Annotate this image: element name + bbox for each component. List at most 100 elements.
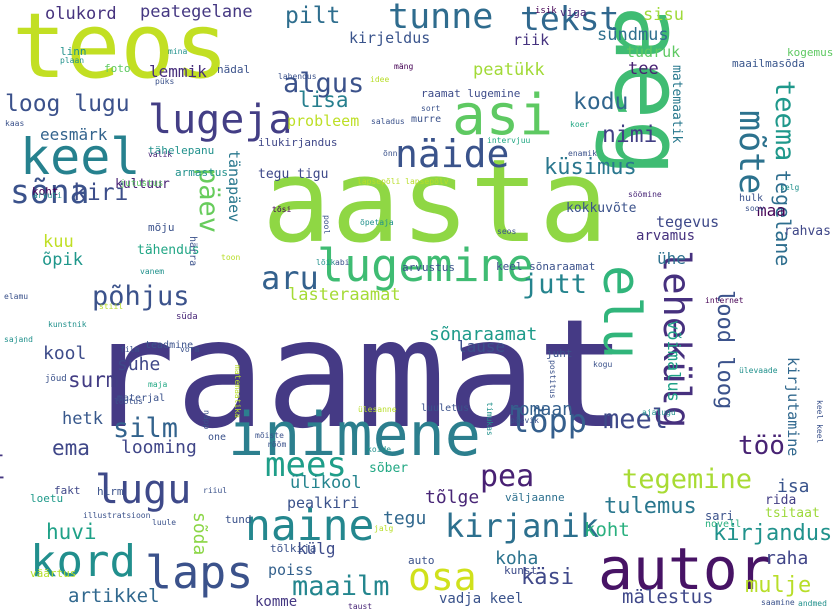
cloud-word: enamik — [568, 149, 597, 158]
cloud-word: juht — [546, 347, 573, 360]
cloud-word: loetu — [30, 492, 64, 505]
cloud-word: seos — [497, 227, 517, 236]
cloud-word: autor — [598, 535, 773, 603]
cloud-word: jalg — [374, 524, 394, 533]
cloud-word: kodu — [573, 89, 629, 115]
cloud-word: mulje — [745, 573, 812, 598]
cloud-word: maailmasõda — [732, 57, 805, 70]
cloud-word: sõnaraamat — [429, 324, 538, 345]
cloud-word: riiul — [203, 486, 228, 495]
cloud-word: lasteraamat — [288, 285, 401, 305]
cloud-word: tulemus — [604, 494, 697, 519]
cloud-word: pea — [480, 459, 535, 494]
cloud-word: tegevus — [656, 213, 720, 231]
cloud-word: riik — [513, 31, 550, 49]
cloud-word: inimene — [228, 400, 481, 470]
cloud-word: maja — [148, 380, 168, 389]
cloud-word: probleem — [287, 112, 360, 130]
cloud-word: kirjandus — [713, 521, 833, 546]
cloud-word: saladus — [371, 117, 405, 126]
cloud-word: ema — [52, 436, 90, 460]
cloud-word: mõju — [148, 221, 175, 234]
cloud-word: lahendus — [278, 72, 317, 81]
cloud-word: tekst — [520, 0, 620, 38]
cloud-word: hetk — [62, 409, 103, 429]
cloud-word: ilukirjandus — [258, 136, 338, 149]
cloud-word: kunst — [504, 564, 538, 577]
cloud-word: selg — [780, 183, 800, 192]
cloud-word: murre — [411, 114, 442, 125]
cloud-word: näpp — [202, 410, 211, 430]
cloud-word: lause — [457, 337, 506, 356]
cloud-word: aru — [261, 259, 319, 297]
cloud-word: illustratsioon — [83, 511, 151, 520]
cloud-word: hirm — [97, 485, 124, 498]
cloud-word: pilt — [285, 3, 341, 29]
cloud-word: sõna — [10, 172, 90, 211]
cloud-word: elu — [591, 265, 651, 359]
cloud-word: nädal — [217, 63, 251, 76]
cloud-word: soov — [745, 204, 765, 213]
cloud-word: näide — [395, 132, 510, 176]
cloud-word: mõiste — [255, 431, 284, 440]
cloud-word: sündmus — [597, 25, 669, 45]
cloud-word: vorm — [180, 345, 200, 354]
cloud-word: keel keel — [815, 400, 824, 444]
cloud-word: valik — [148, 150, 173, 159]
cloud-word: kiri — [73, 180, 129, 206]
cloud-word: osa — [408, 555, 477, 599]
cloud-word: võimalus — [663, 320, 683, 402]
cloud-word: kaas — [5, 119, 25, 128]
cloud-word: tee — [628, 59, 659, 79]
cloud-word: one — [208, 432, 227, 443]
cloud-word: eesmärk — [40, 125, 108, 144]
cloud-word: luule — [152, 518, 177, 527]
cloud-word: sari — [705, 509, 734, 523]
cloud-word: lootus — [114, 397, 143, 406]
cloud-word: kultuur — [115, 177, 170, 192]
cloud-word: kord — [30, 536, 136, 587]
cloud-word: tõlge — [425, 487, 480, 508]
cloud-word: jõud — [45, 374, 67, 384]
cloud-word: arvamus — [636, 228, 696, 244]
cloud-word: idee — [370, 75, 390, 84]
cloud-word: jutustus — [120, 179, 164, 189]
cloud-word: meel — [603, 404, 669, 435]
cloud-word: ülevaade — [739, 366, 778, 375]
cloud-word: raamatukogu — [0, 390, 7, 523]
cloud-word: tähelepanu — [148, 144, 215, 157]
cloud-word: raamat lugemine — [421, 87, 521, 100]
cloud-word: jutt — [522, 269, 588, 300]
cloud-word: lugeja — [148, 97, 293, 143]
cloud-word: sajand — [4, 335, 33, 344]
cloud-word: õpetaja — [360, 218, 394, 227]
cloud-word: koht — [32, 185, 59, 198]
cloud-word: matemaatik — [669, 65, 684, 144]
cloud-word: andmed — [798, 599, 827, 608]
cloud-word: vanem — [140, 267, 165, 276]
cloud-word: fakt — [54, 484, 81, 497]
cloud-word: maa — [757, 201, 786, 220]
cloud-word: raamat — [85, 288, 627, 462]
cloud-word: nimi — [602, 122, 658, 148]
cloud-word: algus — [283, 68, 365, 99]
cloud-word: hulk — [739, 193, 764, 204]
cloud-word: kirjeldus — [349, 29, 431, 47]
cloud-word: kokkuvõte — [566, 201, 637, 216]
cloud-word: saamine — [761, 598, 795, 607]
cloud-word: ülikool — [290, 473, 362, 493]
cloud-word: laps — [145, 546, 254, 599]
cloud-word: raha — [765, 548, 809, 569]
cloud-word: lapsepõli lapsepõlv — [357, 177, 449, 186]
cloud-word: komme — [255, 594, 298, 610]
cloud-word: rõõm — [267, 440, 287, 449]
cloud-word: töö — [738, 431, 785, 461]
cloud-word: intervjuu — [487, 136, 531, 145]
cloud-word: rida — [765, 493, 797, 508]
cloud-word: plaan — [60, 56, 85, 65]
cloud-word: lemmik — [149, 62, 207, 81]
cloud-word: tõsi — [272, 205, 292, 214]
cloud-word: kunstnik — [48, 320, 87, 329]
cloud-word: lisa — [298, 88, 349, 112]
